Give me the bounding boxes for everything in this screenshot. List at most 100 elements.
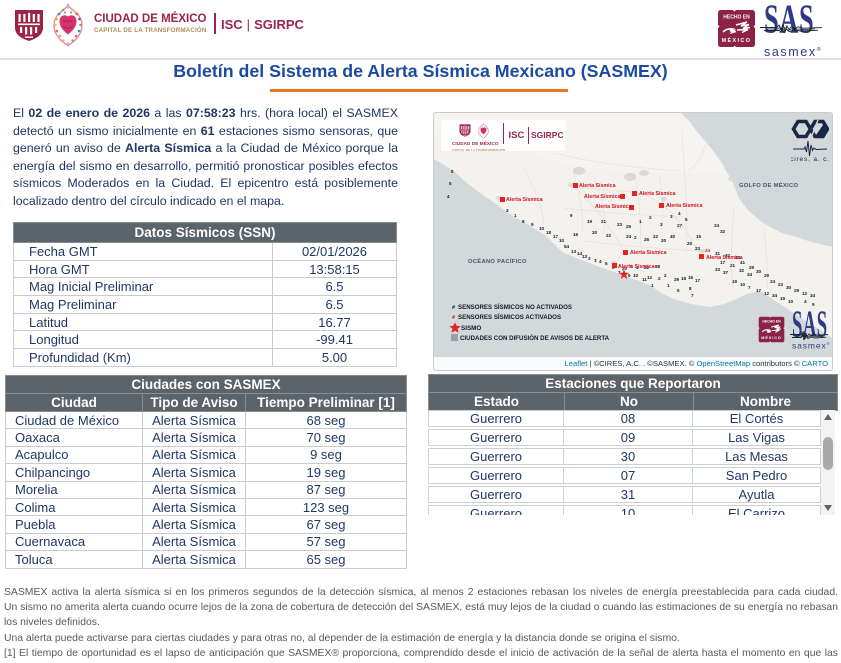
svg-text:19: 19 — [732, 279, 738, 284]
svg-text:21: 21 — [730, 263, 736, 268]
svg-text:29: 29 — [794, 288, 800, 293]
svg-text:Alerta Sísmica: Alerta Sísmica — [666, 203, 703, 209]
svg-text:17: 17 — [756, 288, 762, 293]
svg-text:24: 24 — [714, 223, 720, 228]
svg-text:8: 8 — [689, 286, 692, 291]
svg-text:10: 10 — [788, 299, 794, 304]
svg-text:10: 10 — [559, 238, 565, 243]
svg-text:18: 18 — [681, 276, 687, 281]
svg-text:17: 17 — [553, 234, 559, 239]
svg-text:10: 10 — [633, 273, 639, 278]
svg-text:4: 4 — [678, 211, 681, 216]
svg-text:12: 12 — [647, 275, 653, 280]
svg-text:22: 22 — [644, 265, 650, 270]
svg-text:8: 8 — [451, 169, 454, 174]
svg-text:23: 23 — [695, 246, 701, 251]
svg-text:32: 32 — [725, 253, 731, 258]
svg-text:HECHO EN: HECHO EN — [723, 15, 750, 21]
svg-text:20: 20 — [687, 241, 693, 246]
svg-text:#: # — [452, 315, 455, 321]
svg-text:22: 22 — [653, 234, 659, 239]
svg-text:CIUDADES CON DIFUSIÓN DE AVISO: CIUDADES CON DIFUSIÓN DE AVISOS DE ALERT… — [460, 334, 610, 342]
svg-text:13: 13 — [582, 254, 588, 259]
svg-text:29: 29 — [674, 277, 680, 282]
svg-text:5: 5 — [677, 288, 680, 293]
svg-text:20: 20 — [661, 238, 667, 243]
svg-text:Alerta Sísmica: Alerta Sísmica — [630, 250, 667, 256]
svg-text:Alerta Sísmica: Alerta Sísmica — [579, 183, 616, 189]
svg-text:17: 17 — [695, 278, 701, 283]
svg-text:3: 3 — [670, 214, 673, 219]
svg-text:GOLFO DE MÉXICO: GOLFO DE MÉXICO — [739, 181, 798, 189]
svg-text:3: 3 — [594, 258, 597, 263]
svg-text:9: 9 — [812, 302, 815, 307]
svg-text:1: 1 — [514, 213, 517, 218]
svg-text:37: 37 — [723, 270, 729, 275]
svg-text:Alerta Sísmica: Alerta Sísmica — [506, 197, 543, 203]
svg-text:10: 10 — [740, 282, 746, 287]
svg-text:1: 1 — [651, 283, 654, 288]
svg-text:Alerta Sísmica: Alerta Sísmica — [595, 204, 632, 210]
svg-text:16: 16 — [573, 232, 579, 237]
svg-text:19: 19 — [780, 296, 786, 301]
svg-text:1: 1 — [639, 219, 642, 224]
svg-text:20: 20 — [592, 230, 598, 235]
svg-text:8: 8 — [522, 219, 525, 224]
svg-text:SISMO: SISMO — [461, 325, 481, 332]
svg-text:OCÉANO PACÍFICO: OCÉANO PACÍFICO — [468, 257, 527, 265]
svg-text:3: 3 — [660, 222, 663, 227]
svg-text:31: 31 — [715, 251, 721, 256]
svg-text:HECHO EN: HECHO EN — [762, 320, 781, 324]
svg-text:MÉXICO: MÉXICO — [761, 335, 782, 340]
svg-text:26: 26 — [644, 237, 650, 242]
svg-text:12: 12 — [764, 291, 770, 296]
svg-text:2: 2 — [664, 273, 667, 278]
svg-text:22: 22 — [606, 233, 612, 238]
svg-text:25: 25 — [626, 224, 632, 229]
svg-text:5: 5 — [685, 217, 688, 222]
svg-text:23: 23 — [778, 282, 784, 287]
svg-text:30: 30 — [786, 285, 792, 290]
svg-text:40: 40 — [670, 234, 676, 239]
svg-text:2: 2 — [634, 235, 637, 240]
svg-text:54: 54 — [564, 244, 570, 249]
svg-text:12: 12 — [802, 291, 808, 296]
svg-text:Alerta Sísmica: Alerta Sísmica — [584, 194, 621, 200]
svg-text:5: 5 — [449, 181, 452, 186]
svg-text:21: 21 — [601, 219, 607, 224]
svg-text:18: 18 — [546, 230, 552, 235]
svg-text:10: 10 — [539, 226, 545, 231]
svg-text:23: 23 — [617, 222, 623, 227]
svg-text:29: 29 — [749, 265, 755, 270]
svg-text:41: 41 — [740, 260, 746, 265]
svg-text:32: 32 — [739, 268, 745, 273]
svg-text:19: 19 — [587, 219, 593, 224]
svg-text:29: 29 — [764, 273, 770, 278]
svg-text:3: 3 — [506, 208, 509, 213]
svg-text:SENSORES SÍSMICOS NO ACTIVADOS: SENSORES SÍSMICOS NO ACTIVADOS — [458, 303, 572, 311]
svg-text:4: 4 — [447, 194, 450, 199]
svg-text:30: 30 — [756, 269, 762, 274]
svg-text:Alerta Sísmica: Alerta Sísmica — [618, 264, 655, 270]
svg-text:33: 33 — [715, 267, 721, 272]
svg-text:7: 7 — [691, 293, 694, 298]
svg-text:33: 33 — [735, 255, 741, 260]
svg-text:1: 1 — [636, 265, 639, 270]
svg-text:2: 2 — [658, 276, 661, 281]
svg-text:9: 9 — [570, 213, 573, 218]
svg-text:34: 34 — [772, 293, 778, 298]
svg-text:13: 13 — [571, 249, 577, 254]
svg-text:27: 27 — [677, 223, 683, 228]
svg-text:34: 34 — [810, 293, 816, 298]
svg-text:88: 88 — [655, 264, 661, 269]
svg-text:24: 24 — [626, 234, 632, 239]
svg-text:15: 15 — [696, 234, 702, 239]
svg-text:5: 5 — [605, 261, 608, 266]
svg-text:24: 24 — [705, 248, 711, 253]
svg-text:34: 34 — [747, 272, 753, 277]
svg-text:1: 1 — [667, 283, 670, 288]
svg-text:#: # — [452, 305, 455, 311]
svg-text:Alerta Sísmica: Alerta Sísmica — [706, 255, 743, 261]
svg-text:20: 20 — [622, 266, 628, 271]
svg-text:8: 8 — [630, 264, 633, 269]
